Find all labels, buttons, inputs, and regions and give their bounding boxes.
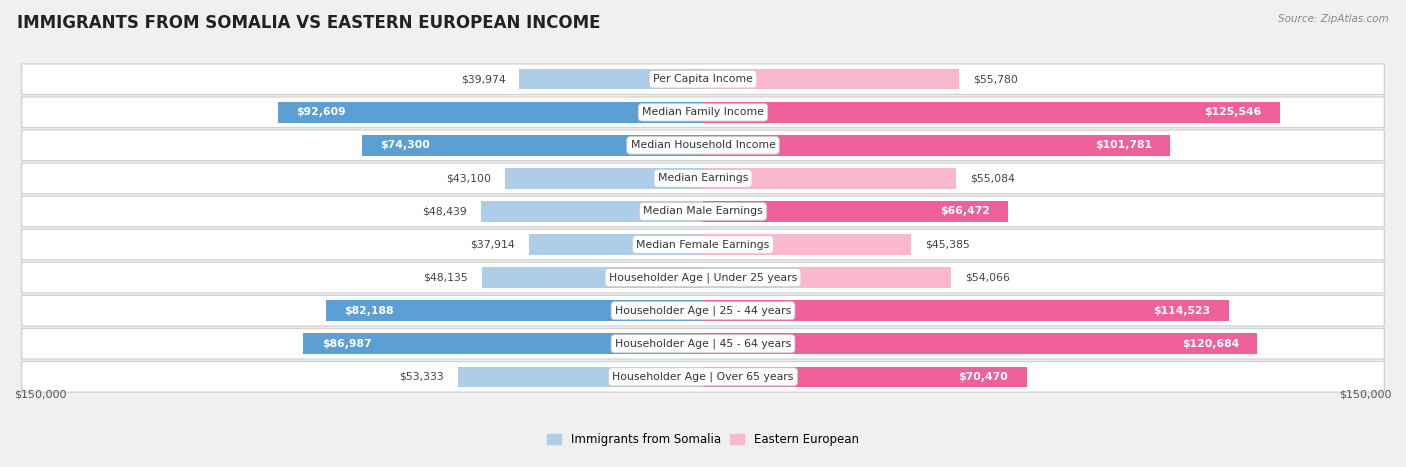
FancyBboxPatch shape [22, 98, 1384, 127]
FancyBboxPatch shape [22, 296, 1384, 325]
FancyBboxPatch shape [21, 229, 1385, 261]
Text: $55,780: $55,780 [973, 74, 1018, 84]
FancyBboxPatch shape [22, 329, 1384, 359]
Text: $39,974: $39,974 [461, 74, 506, 84]
Text: $86,987: $86,987 [322, 339, 371, 349]
Text: $120,684: $120,684 [1181, 339, 1239, 349]
Bar [529, 234, 703, 255]
Bar [703, 333, 1257, 354]
Text: Median Male Earnings: Median Male Earnings [643, 206, 763, 217]
Bar [703, 234, 911, 255]
Bar [482, 267, 703, 288]
Text: $101,781: $101,781 [1095, 140, 1152, 150]
Text: Median Household Income: Median Household Income [630, 140, 776, 150]
FancyBboxPatch shape [21, 129, 1385, 161]
Bar [481, 201, 703, 222]
Text: $150,000: $150,000 [1340, 390, 1392, 400]
FancyBboxPatch shape [21, 361, 1385, 393]
Text: $70,470: $70,470 [959, 372, 1008, 382]
Text: $48,439: $48,439 [422, 206, 467, 217]
Text: Per Capita Income: Per Capita Income [652, 74, 754, 84]
Text: Median Female Earnings: Median Female Earnings [637, 240, 769, 249]
Bar [458, 367, 703, 387]
Text: $45,385: $45,385 [925, 240, 970, 249]
Legend: Immigrants from Somalia, Eastern European: Immigrants from Somalia, Eastern Europea… [543, 429, 863, 451]
Bar [326, 300, 703, 321]
FancyBboxPatch shape [21, 262, 1385, 293]
Bar [519, 69, 703, 90]
Text: $82,188: $82,188 [344, 306, 394, 316]
Text: $48,135: $48,135 [423, 273, 468, 283]
Bar [703, 267, 952, 288]
FancyBboxPatch shape [21, 163, 1385, 194]
FancyBboxPatch shape [21, 64, 1385, 95]
FancyBboxPatch shape [22, 131, 1384, 160]
FancyBboxPatch shape [22, 197, 1384, 226]
Text: Source: ZipAtlas.com: Source: ZipAtlas.com [1278, 14, 1389, 24]
Text: $92,609: $92,609 [297, 107, 346, 117]
Text: Median Earnings: Median Earnings [658, 173, 748, 184]
Text: $66,472: $66,472 [941, 206, 990, 217]
Text: $37,914: $37,914 [471, 240, 515, 249]
FancyBboxPatch shape [22, 163, 1384, 193]
Bar [703, 300, 1229, 321]
Bar [505, 168, 703, 189]
Bar [277, 102, 703, 122]
Text: $74,300: $74,300 [380, 140, 430, 150]
Text: Householder Age | Under 25 years: Householder Age | Under 25 years [609, 272, 797, 283]
FancyBboxPatch shape [21, 295, 1385, 326]
FancyBboxPatch shape [22, 230, 1384, 259]
FancyBboxPatch shape [21, 96, 1385, 128]
Bar [361, 135, 703, 156]
Bar [703, 102, 1279, 122]
Text: $114,523: $114,523 [1153, 306, 1211, 316]
Text: IMMIGRANTS FROM SOMALIA VS EASTERN EUROPEAN INCOME: IMMIGRANTS FROM SOMALIA VS EASTERN EUROP… [17, 14, 600, 32]
Text: $150,000: $150,000 [14, 390, 66, 400]
FancyBboxPatch shape [21, 196, 1385, 227]
FancyBboxPatch shape [21, 328, 1385, 360]
Bar [304, 333, 703, 354]
Bar [703, 135, 1170, 156]
Bar [703, 168, 956, 189]
Text: $54,066: $54,066 [965, 273, 1010, 283]
FancyBboxPatch shape [22, 362, 1384, 391]
Text: Householder Age | 45 - 64 years: Householder Age | 45 - 64 years [614, 339, 792, 349]
Text: $55,084: $55,084 [970, 173, 1015, 184]
FancyBboxPatch shape [22, 263, 1384, 292]
Text: Householder Age | 25 - 44 years: Householder Age | 25 - 44 years [614, 305, 792, 316]
Bar [703, 69, 959, 90]
Text: Householder Age | Over 65 years: Householder Age | Over 65 years [612, 372, 794, 382]
Text: Median Family Income: Median Family Income [643, 107, 763, 117]
Bar [703, 367, 1026, 387]
Text: $125,546: $125,546 [1204, 107, 1261, 117]
Text: $53,333: $53,333 [399, 372, 444, 382]
FancyBboxPatch shape [22, 64, 1384, 94]
Text: $43,100: $43,100 [446, 173, 491, 184]
Bar [703, 201, 1008, 222]
